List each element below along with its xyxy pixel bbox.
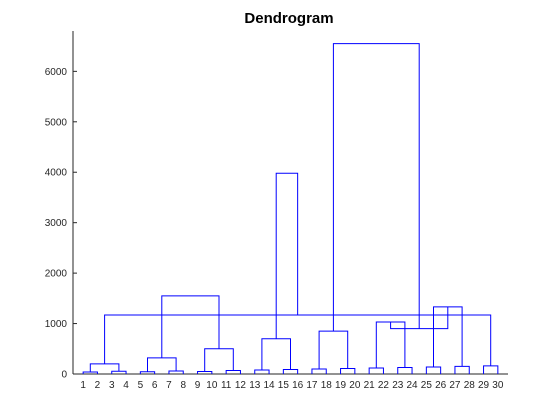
dendrogram-link <box>197 370 213 374</box>
leaf-label: 21 <box>364 380 376 391</box>
dendrogram-link <box>282 368 299 374</box>
dendrogram-link <box>111 370 127 374</box>
leaf-label: 13 <box>249 380 261 391</box>
leaf-label: 16 <box>292 380 304 391</box>
dendrogram-link <box>311 368 327 374</box>
leaf-label: 19 <box>335 380 347 391</box>
leaf-label: 28 <box>464 380 476 391</box>
y-tick-label: 5000 <box>45 117 68 128</box>
dendrogram-link <box>168 370 184 374</box>
dendrogram-links <box>82 43 499 374</box>
leaf-labels: 1 2 3 4 5 6 7 8 9 10 11 12 13 14 15 16 17 18 19 20 21 22 23 24 2… <box>80 380 503 391</box>
y-tick-label: 6000 <box>45 67 68 78</box>
leaf-label: 7 <box>166 380 172 391</box>
leaf-label: 11 <box>221 380 232 391</box>
dendrogram-link <box>254 369 270 374</box>
y-tick-label: 2000 <box>45 269 68 280</box>
leaf-label: 3 <box>109 380 115 391</box>
dendrogram-link <box>425 366 442 374</box>
leaf-label: 14 <box>263 380 275 391</box>
axes: 0 1000 2000 3000 4000 5000 6000 <box>45 31 508 381</box>
y-tick-label: 1000 <box>45 319 68 330</box>
dendrogram-link <box>275 172 299 339</box>
leaf-label: 1 <box>80 380 86 391</box>
dendrogram-link <box>368 367 384 374</box>
dendrogram-link <box>340 367 356 374</box>
dendrogram-link <box>397 366 413 374</box>
leaf-label: 29 <box>478 380 490 391</box>
y-tick-label: 4000 <box>45 168 68 179</box>
chart-title: Dendrogram <box>244 10 333 27</box>
leaf-label: 15 <box>278 380 290 391</box>
leaf-label: 20 <box>349 380 361 391</box>
leaf-label: 27 <box>449 380 461 391</box>
dendrogram-link <box>104 314 492 366</box>
leaf-label: 25 <box>421 380 433 391</box>
dendrogram-link <box>89 363 120 372</box>
leaf-label: 30 <box>492 380 504 391</box>
dendrogram-link <box>332 43 420 332</box>
dendrogram-link <box>318 330 349 369</box>
dendrogram-link <box>454 365 470 374</box>
leaf-label: 6 <box>152 380 158 391</box>
leaf-label: 5 <box>138 380 144 391</box>
leaf-label: 10 <box>206 380 218 391</box>
leaf-label: 18 <box>321 380 333 391</box>
leaf-label: 2 <box>95 380 101 391</box>
leaf-label: 9 <box>195 380 201 391</box>
dendrogram-link <box>390 306 449 330</box>
y-tick-label: 0 <box>61 370 67 381</box>
leaf-label: 24 <box>406 380 418 391</box>
y-tick-label: 3000 <box>45 218 68 229</box>
dendrogram-link <box>433 306 463 367</box>
leaf-label: 23 <box>392 380 404 391</box>
dendrogram-link <box>261 338 291 370</box>
leaf-label: 8 <box>180 380 186 391</box>
leaf-label: 26 <box>435 380 447 391</box>
dendrogram-link <box>483 365 499 374</box>
dendrogram-link <box>147 357 177 372</box>
leaf-label: 12 <box>235 380 247 391</box>
dendrogram-link <box>225 369 241 374</box>
leaf-label: 17 <box>306 380 318 391</box>
dendrogram-link <box>161 295 220 358</box>
leaf-label: 22 <box>378 380 390 391</box>
dendrogram-link <box>204 348 234 372</box>
leaf-label: 4 <box>123 380 129 391</box>
